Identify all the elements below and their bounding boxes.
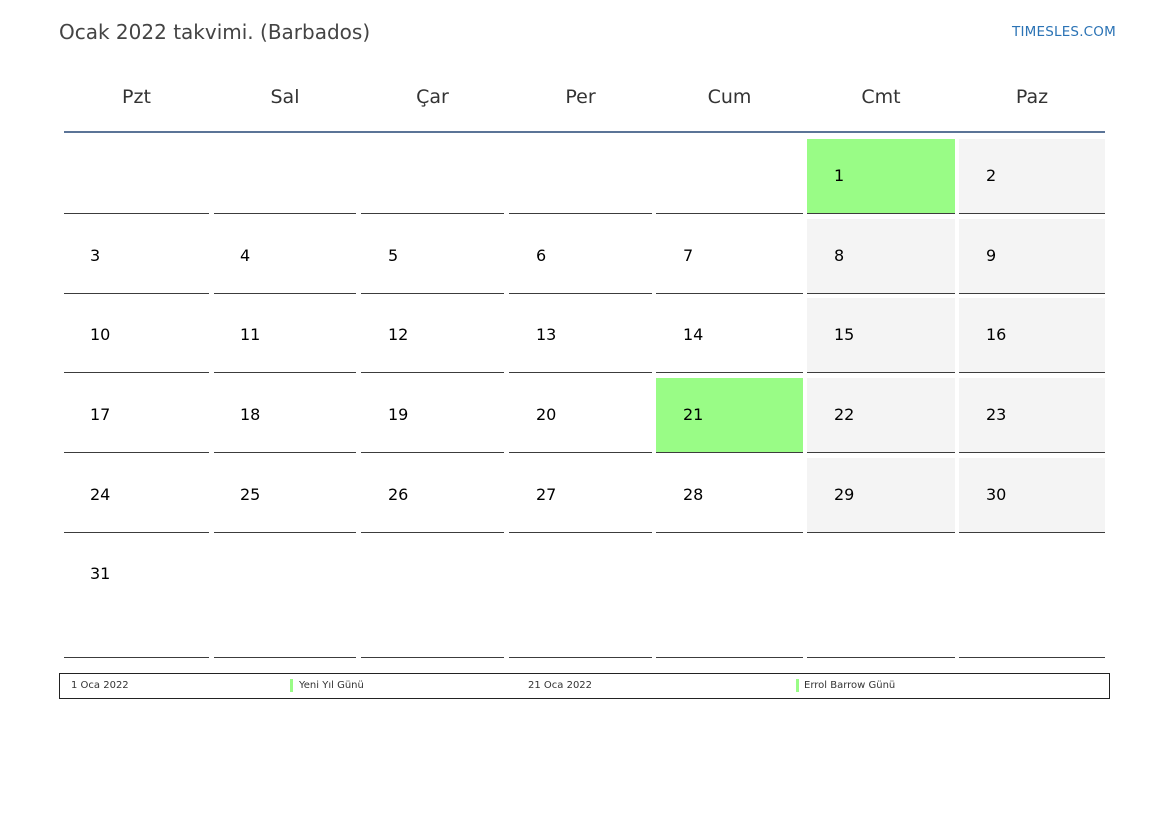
day-cell[interactable]: 11 [214, 298, 356, 373]
day-cell[interactable]: 24 [64, 458, 209, 533]
weekday-label: Sal [270, 86, 300, 108]
day-cell[interactable]: 30 [959, 458, 1105, 533]
day-cell[interactable]: 26 [361, 458, 504, 533]
day-number: 8 [834, 246, 845, 265]
legend-date: 21 Oca 2022 [528, 680, 593, 691]
day-cell[interactable]: 28 [656, 458, 803, 533]
day-number: 28 [683, 485, 704, 504]
day-number: 13 [536, 325, 557, 344]
day-number: 16 [986, 325, 1007, 344]
day-number: 5 [388, 246, 399, 265]
empty-day-cell [214, 537, 356, 658]
empty-day-cell [361, 537, 504, 658]
day-number: 1 [834, 166, 845, 185]
empty-day-cell [656, 139, 803, 214]
day-cell[interactable]: 3 [64, 219, 209, 294]
site-link[interactable]: TIMESLES.COM [1012, 24, 1116, 40]
empty-day-cell [64, 139, 209, 214]
weekday-label: Cum [707, 86, 752, 108]
holiday-legend: 1 Oca 2022 Yeni Yıl Günü 21 Oca 2022 Errol … [59, 673, 1110, 699]
day-cell[interactable]: 17 [64, 378, 209, 453]
day-cell[interactable]: 6 [509, 219, 652, 294]
day-number: 10 [90, 325, 111, 344]
weekday-label: Çar [416, 86, 449, 108]
legend-holiday-name: Errol Barrow Günü [804, 680, 896, 691]
day-cell[interactable]: 13 [509, 298, 652, 373]
day-cell[interactable]: 25 [214, 458, 356, 533]
empty-day-cell [214, 139, 356, 214]
day-cell[interactable]: 9 [959, 219, 1105, 294]
empty-day-cell [361, 139, 504, 214]
weekday-label: Pzt [122, 86, 151, 108]
day-cell[interactable]: 23 [959, 378, 1105, 453]
day-cell[interactable]: 22 [807, 378, 955, 453]
day-cell[interactable]: 10 [64, 298, 209, 373]
day-number: 4 [240, 246, 251, 265]
day-number: 31 [90, 564, 111, 583]
empty-day-cell [509, 139, 652, 214]
day-number: 2 [986, 166, 997, 185]
day-number: 23 [986, 405, 1007, 424]
day-cell[interactable]: 14 [656, 298, 803, 373]
empty-day-cell [959, 537, 1105, 658]
day-number: 14 [683, 325, 704, 344]
day-number: 27 [536, 485, 557, 504]
legend-holiday-name: Yeni Yıl Günü [299, 680, 364, 691]
day-number: 12 [388, 325, 409, 344]
empty-day-cell [807, 537, 955, 658]
day-cell[interactable]: 15 [807, 298, 955, 373]
day-cell[interactable]: 1 [807, 139, 955, 214]
day-number: 25 [240, 485, 261, 504]
day-number: 7 [683, 246, 694, 265]
weekday-label: Per [565, 86, 596, 108]
header-rule [64, 131, 1105, 133]
day-number: 6 [536, 246, 547, 265]
holiday-color-marker [290, 679, 293, 692]
day-cell[interactable]: 7 [656, 219, 803, 294]
day-cell[interactable]: 18 [214, 378, 356, 453]
day-number: 29 [834, 485, 855, 504]
empty-day-cell [509, 537, 652, 658]
day-cell[interactable]: 21 [656, 378, 803, 453]
day-number: 21 [683, 405, 704, 424]
day-cell[interactable]: 29 [807, 458, 955, 533]
day-cell[interactable]: 2 [959, 139, 1105, 214]
weekday-header: Pzt Sal Çar Per Cum Cmt Paz [64, 86, 1106, 114]
day-number: 9 [986, 246, 997, 265]
day-number: 30 [986, 485, 1007, 504]
day-number: 18 [240, 405, 261, 424]
legend-date: 1 Oca 2022 [71, 680, 129, 691]
day-cell[interactable]: 31 [64, 537, 209, 658]
empty-day-cell [656, 537, 803, 658]
day-number: 22 [834, 405, 855, 424]
day-number: 26 [388, 485, 409, 504]
day-cell[interactable]: 5 [361, 219, 504, 294]
day-cell[interactable]: 27 [509, 458, 652, 533]
day-number: 15 [834, 325, 855, 344]
day-number: 3 [90, 246, 101, 265]
weekday-label: Cmt [861, 86, 901, 108]
day-number: 24 [90, 485, 111, 504]
day-number: 11 [240, 325, 261, 344]
day-cell[interactable]: 8 [807, 219, 955, 294]
day-cell[interactable]: 19 [361, 378, 504, 453]
day-number: 17 [90, 405, 111, 424]
page-title: Ocak 2022 takvimi. (Barbados) [59, 20, 371, 44]
day-cell[interactable]: 16 [959, 298, 1105, 373]
day-cell[interactable]: 12 [361, 298, 504, 373]
holiday-color-marker [796, 679, 799, 692]
day-number: 20 [536, 405, 557, 424]
weekday-label: Paz [1015, 86, 1049, 108]
day-cell[interactable]: 20 [509, 378, 652, 453]
day-cell[interactable]: 4 [214, 219, 356, 294]
day-number: 19 [388, 405, 409, 424]
